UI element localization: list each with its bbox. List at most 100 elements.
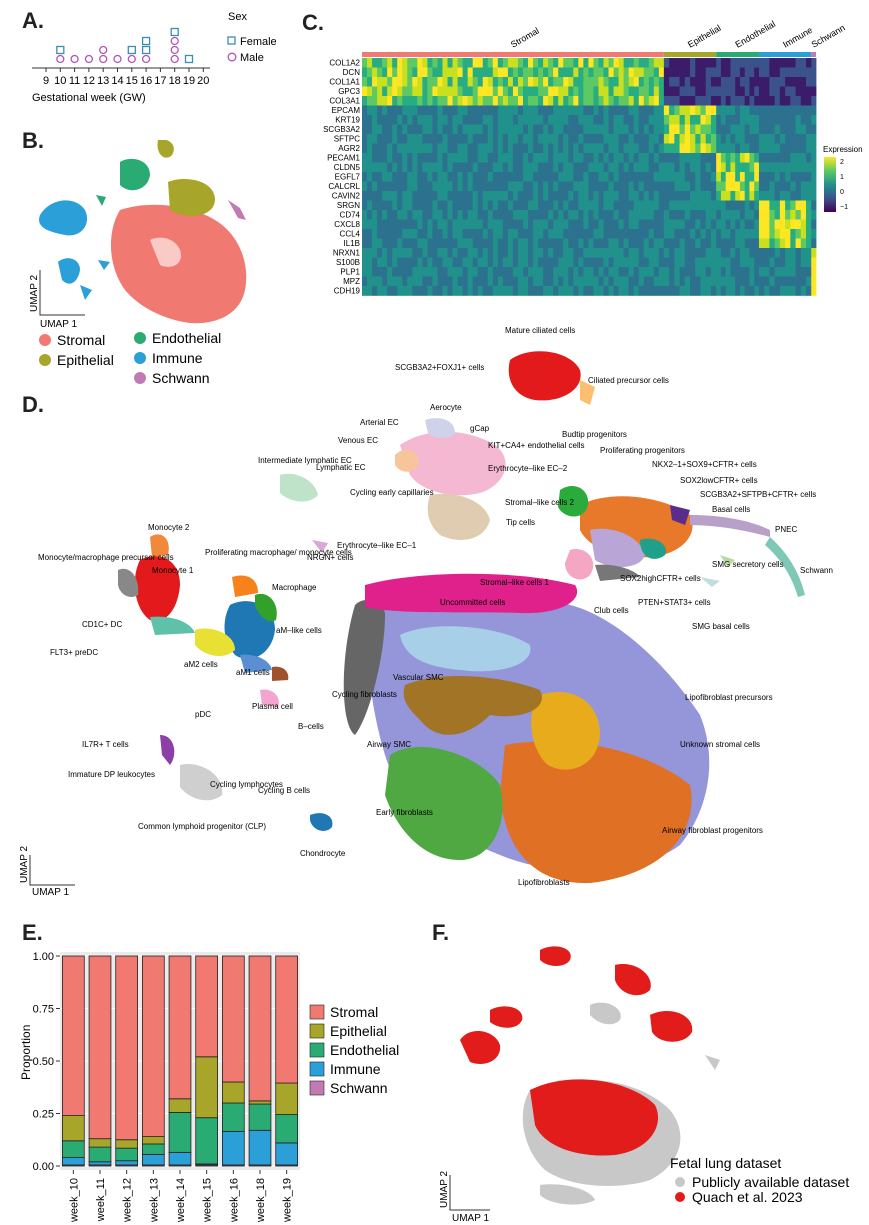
heatmap-cell (522, 229, 529, 239)
heatmap-cell (573, 200, 579, 211)
heatmap-cell (730, 238, 736, 249)
heatmap-cell (593, 229, 599, 239)
heatmap-cell (628, 105, 635, 116)
heatmap-cell (618, 86, 625, 97)
heatmap-cell (705, 153, 712, 163)
heatmap-cell (679, 162, 686, 173)
heatmap-cell (407, 77, 413, 87)
heatmap-cell (362, 124, 368, 135)
heatmap-cell (382, 210, 388, 220)
heatmap-cell (638, 191, 645, 201)
heatmap-cell (578, 153, 584, 163)
heatmap-cell (785, 105, 791, 116)
heatmap-cell (658, 210, 665, 220)
heatmap-cell (710, 229, 717, 239)
heatmap-cell (674, 115, 680, 125)
heatmap-cell (392, 257, 398, 268)
heatmap-cell (507, 143, 514, 154)
heatmap-cell (674, 86, 680, 97)
heatmap-cell (558, 77, 564, 87)
heatmap-cell (382, 219, 388, 230)
heatmap-cell (382, 143, 388, 154)
umap-d-lymphatic-ec (280, 473, 318, 502)
heatmap-cell (653, 105, 660, 116)
heatmap-group-bar (716, 52, 759, 57)
heatmap-cell (758, 105, 765, 116)
heatmap-cell (603, 124, 609, 135)
heatmap-cell (442, 191, 448, 201)
heatmap-cell (553, 86, 559, 97)
heatmap-cell (457, 257, 464, 268)
panel-a-legend-female: Female (227, 36, 277, 48)
heatmap-cell (653, 115, 660, 125)
heatmap-cell (437, 181, 443, 192)
panel-letter-b: B. (22, 128, 44, 153)
heatmap-cell (628, 77, 635, 87)
heatmap-cell (422, 286, 428, 296)
heatmap-cell (598, 200, 604, 211)
heatmap-cell (779, 134, 786, 144)
heatmap-cell (764, 143, 770, 154)
heatmap-cell (553, 96, 559, 106)
heatmap-cell (517, 124, 524, 135)
heatmap-cell (548, 105, 554, 116)
heatmap-cell (790, 143, 796, 154)
heatmap-cell (730, 134, 736, 144)
heatmap-gene-label: PLP1 (340, 268, 360, 277)
heatmap-cell (372, 248, 378, 258)
heatmap-cell (800, 67, 807, 78)
heatmap-cell (372, 219, 378, 230)
heatmap-cell (583, 210, 589, 220)
heatmap-cell (563, 58, 569, 68)
umap-d-axes (29, 855, 75, 886)
heatmap-cell (758, 115, 765, 125)
panel-e-ytick-label: 0.75 (33, 1004, 54, 1016)
umap-f-quach-epithelial-2 (650, 1011, 693, 1042)
heatmap-cell (800, 267, 807, 277)
heatmap-cell (412, 162, 418, 173)
heatmap-cell (618, 276, 625, 287)
sample-female-marker (56, 45, 65, 55)
heatmap-cell (598, 162, 604, 173)
heatmap-cell (583, 229, 589, 239)
heatmap-cell (492, 143, 499, 154)
heatmap-cell (362, 77, 368, 87)
heatmap-cell (427, 210, 433, 220)
umap-f-quach-cluster-2 (490, 1006, 523, 1028)
heatmap-cell (588, 191, 594, 201)
heatmap-cell (623, 238, 630, 249)
heatmap-cell (457, 229, 464, 239)
heatmap-cell (648, 229, 655, 239)
heatmap-cell (533, 105, 539, 116)
heatmap-cell (392, 153, 398, 163)
heatmap-cell (623, 77, 630, 87)
umap-b-epithelial-cluster (168, 179, 215, 216)
panel-f-umap: UMAP 1 UMAP 2 Fetal lung dataset Publicl… (439, 946, 849, 1224)
heatmap-cell (472, 172, 479, 182)
heatmap-cell (457, 96, 464, 106)
heatmap-cell (367, 276, 373, 287)
heatmap-cell (608, 238, 614, 249)
heatmap-cell (700, 276, 707, 287)
heatmap-cell (533, 134, 539, 144)
heatmap-cell (795, 96, 802, 106)
heatmap-cell (568, 124, 574, 135)
heatmap-cell (779, 162, 786, 173)
umap-f-axes (449, 1175, 490, 1211)
legend-quach-label: Quach et al. 2023 (692, 1189, 803, 1205)
heatmap-cell (720, 172, 727, 182)
heatmap-cell (447, 257, 453, 268)
heatmap-cell (387, 267, 393, 277)
heatmap-cell (653, 67, 660, 78)
heatmap-cell (402, 115, 408, 125)
heatmap-cell (720, 181, 727, 192)
heatmap-cell (663, 77, 670, 87)
panel-e-legend-swatch (309, 1061, 325, 1077)
heatmap-cell (779, 200, 786, 211)
heatmap-cell (573, 172, 579, 182)
heatmap-cell (447, 172, 453, 182)
umap-d-plasma-cell (240, 654, 272, 673)
heatmap-cell (573, 115, 579, 125)
heatmap-cell (779, 143, 786, 154)
heatmap-cell (749, 181, 755, 192)
